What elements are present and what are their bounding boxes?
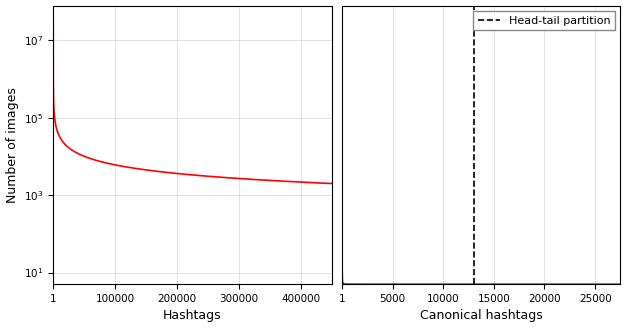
X-axis label: Canonical hashtags: Canonical hashtags xyxy=(420,309,543,322)
X-axis label: Hashtags: Hashtags xyxy=(163,309,222,322)
Head-tail partition xyxy=(470,282,478,286)
Y-axis label: Number of images: Number of images xyxy=(6,87,19,203)
Legend: Head-tail partition: Head-tail partition xyxy=(473,11,615,30)
Head-tail partition xyxy=(470,282,478,286)
